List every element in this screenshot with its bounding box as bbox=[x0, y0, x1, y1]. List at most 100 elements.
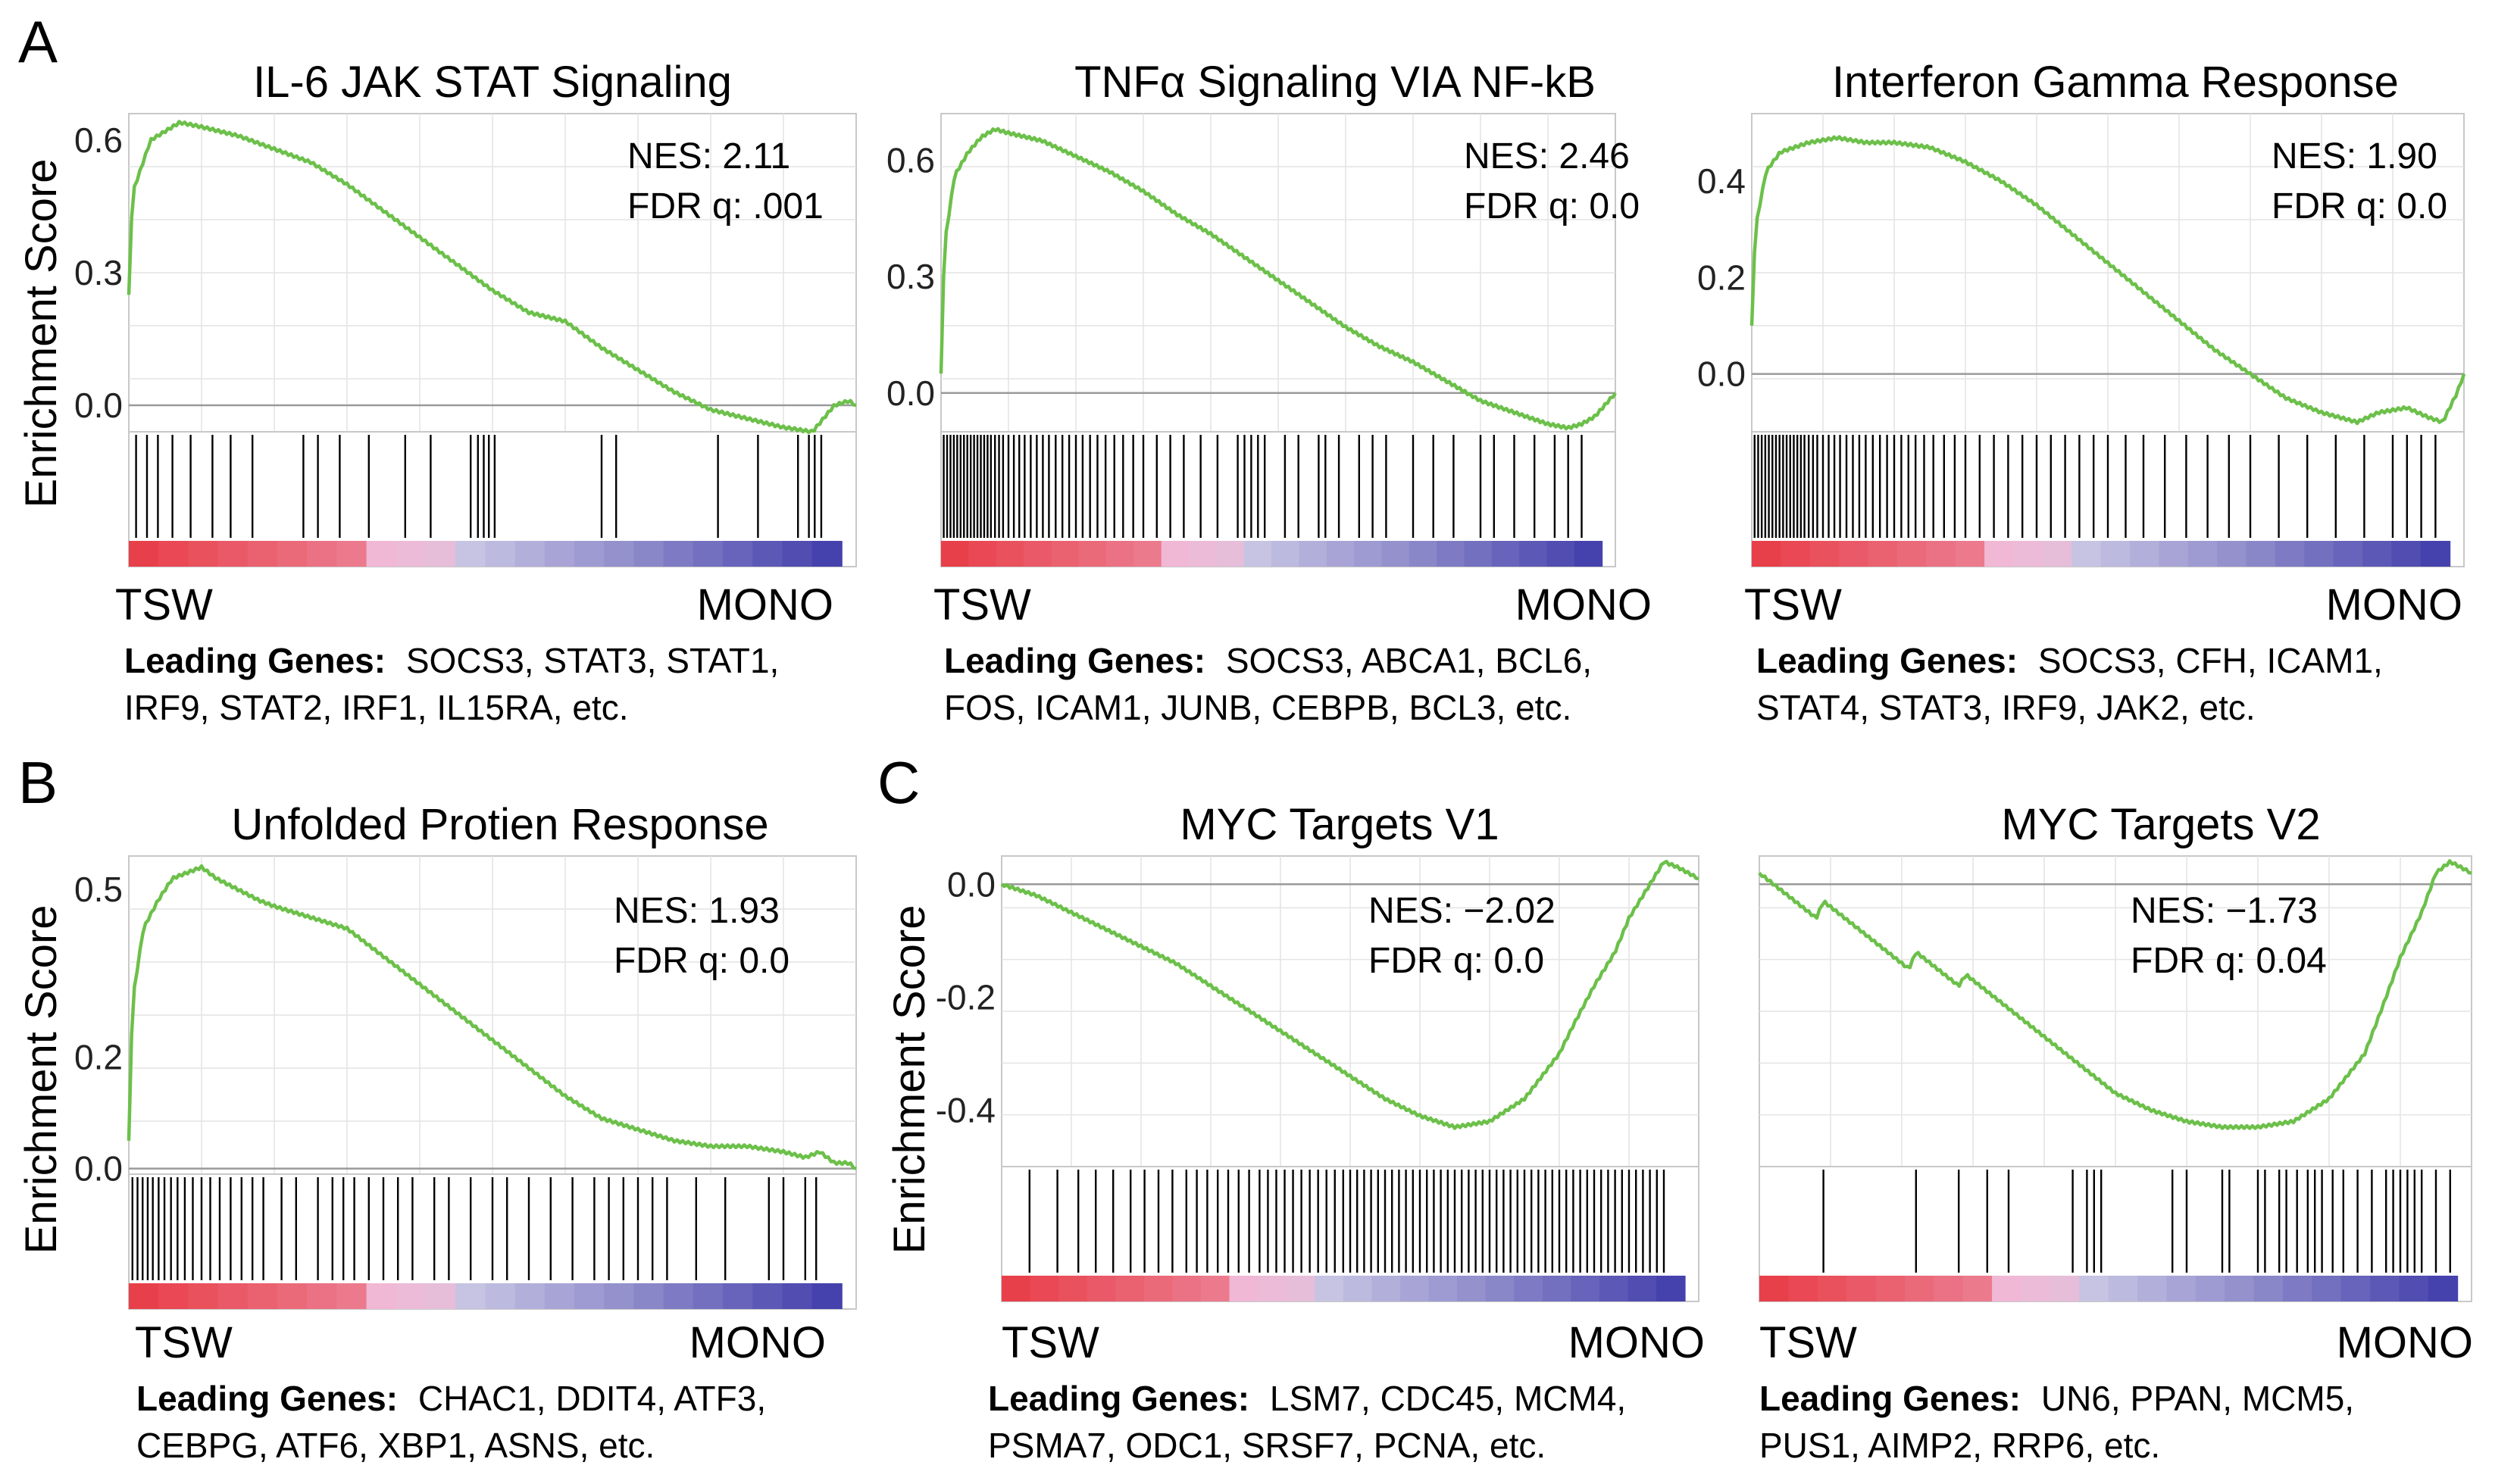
ytick-label: 0.6 bbox=[74, 120, 123, 160]
ranked-list-bar-segment bbox=[2021, 1276, 2051, 1301]
ranked-list-bar-segment bbox=[485, 541, 516, 567]
ranked-list-bar-segment bbox=[941, 541, 970, 567]
ranked-list-bar-segment bbox=[782, 541, 813, 567]
ranked-list-bar-segment bbox=[1656, 1276, 1686, 1301]
ranked-list-bar-segment bbox=[426, 541, 457, 567]
leading-genes-line-2: PSMA7, ODC1, SRSF7, PCNA, etc. bbox=[988, 1426, 1546, 1465]
leading-genes-line-2: IRF9, STAT2, IRF1, IL15RA, etc. bbox=[124, 688, 629, 727]
leading-genes-prefix: Leading Genes: bbox=[944, 641, 1205, 680]
ranked-list-bar-segment bbox=[2253, 1276, 2284, 1301]
ranked-list-bar-segment bbox=[2166, 1276, 2197, 1301]
ranked-list-bar-segment bbox=[2399, 1276, 2429, 1301]
tsw-label: TSW bbox=[1744, 580, 1842, 630]
ranked-list-bar-segment bbox=[633, 1283, 664, 1309]
ranked-list-bar-segment bbox=[1627, 1276, 1658, 1301]
ranked-list-bar-segment bbox=[2159, 541, 2189, 567]
ranked-list-bar-segment bbox=[336, 541, 367, 567]
leading-genes-line-2: PUS1, AIMP2, RRP6, etc. bbox=[1759, 1426, 2160, 1465]
ranked-list-bar-segment bbox=[307, 541, 338, 567]
ranked-list-bar-segment bbox=[811, 1283, 843, 1309]
ranked-list-bar-segment bbox=[1817, 1276, 1848, 1301]
ranked-list-bar-segment bbox=[1904, 1276, 1935, 1301]
ranked-list-bar-segment bbox=[1409, 541, 1438, 567]
ranked-list-bar-segment bbox=[1229, 1276, 1259, 1301]
leading-genes-text: SOCS3, STAT3, STAT1, bbox=[406, 641, 779, 680]
ytick-label: 0.2 bbox=[74, 1037, 123, 1076]
gsea-panel-interferon-gamma: Interferon Gamma Response 0.0 0.2 0.4 NES:… bbox=[1697, 58, 2466, 727]
ranked-list-bar-segment bbox=[1087, 1276, 1117, 1301]
ranked-list-bar-segment bbox=[752, 1283, 783, 1309]
ranked-list-bar-segment bbox=[1258, 1276, 1287, 1301]
enrichment-curve bbox=[1758, 859, 2472, 1130]
ranked-list-bar-segment bbox=[1934, 1276, 1964, 1301]
ranked-list-bar-segment bbox=[1514, 1276, 1543, 1301]
leading-genes-prefix: Leading Genes: bbox=[1756, 641, 2018, 680]
ranked-list-bar-segment bbox=[604, 1283, 635, 1309]
ranked-list-bar-segment bbox=[2340, 1276, 2372, 1301]
ranked-list-bar-segment bbox=[2333, 541, 2364, 567]
gsea-panel-myc-v1: MYC Targets V1 0.0 -0.2 -0.4 NES: −2.02 FD… bbox=[936, 800, 1705, 1465]
gsea-panel-unfolded-protein: Unfolded Protien Response 0.0 0.2 0.5 NES:… bbox=[74, 800, 857, 1465]
ytick-label: -0.2 bbox=[936, 977, 996, 1017]
ytick-label: 0.0 bbox=[886, 373, 935, 413]
ranked-list-bar-segment bbox=[307, 1283, 338, 1309]
ranked-list-bar-segment bbox=[188, 541, 219, 567]
ranked-list-bar-segment bbox=[158, 541, 189, 567]
ranked-list-bar-segment bbox=[277, 541, 308, 567]
ranked-list-bar-segment bbox=[1371, 1276, 1401, 1301]
leading-genes-line-1: Leading Genes: SOCS3, ABCA1, BCL6, bbox=[944, 641, 1592, 680]
ranked-list-bar-segment bbox=[1809, 541, 1840, 567]
ranked-list-bar-segment bbox=[1286, 1276, 1316, 1301]
ranked-list-bar-segment bbox=[1428, 1276, 1459, 1301]
ranked-list-bar-segment bbox=[455, 1283, 486, 1309]
ranked-list-bar-segment bbox=[247, 1283, 278, 1309]
ranked-list-bar-segment bbox=[1106, 541, 1135, 567]
ranked-list-bar-segment bbox=[2370, 1276, 2400, 1301]
ranked-list-bar-segment bbox=[544, 1283, 575, 1309]
ranked-list-bar-segment bbox=[1571, 1276, 1600, 1301]
ranked-list-bar-segment bbox=[1574, 541, 1603, 567]
ytick-label: 0.0 bbox=[74, 1149, 123, 1189]
ranked-list-bar-segment bbox=[574, 541, 605, 567]
fdr-label: FDR q: 0.0 bbox=[1368, 941, 1544, 981]
chart-title: Interferon Gamma Response bbox=[1832, 58, 2399, 107]
ranked-list-bar-segment bbox=[1984, 541, 2015, 567]
ranked-list-bar-segment bbox=[1326, 541, 1355, 567]
panel-letter-a: A bbox=[18, 8, 58, 75]
ranked-list-bar-segment bbox=[396, 1283, 427, 1309]
ranked-list-bar-segment bbox=[1519, 541, 1548, 567]
ranked-list-bar-segment bbox=[811, 541, 843, 567]
leading-genes-line-1: Leading Genes: UN6, PPAN, MCM5, bbox=[1759, 1379, 2354, 1418]
mono-label: MONO bbox=[689, 1318, 826, 1367]
ranked-list-bar-segment bbox=[574, 1283, 605, 1309]
ranked-list-bar-segment bbox=[2428, 1276, 2459, 1301]
tsw-label: TSW bbox=[933, 580, 1031, 630]
ranked-list-bar-segment bbox=[1399, 1276, 1430, 1301]
ranked-list-bar-segment bbox=[336, 1283, 367, 1309]
ranked-list-bar-segment bbox=[366, 1283, 397, 1309]
chart-title: MYC Targets V1 bbox=[1180, 800, 1499, 849]
ranked-list-bar-segment bbox=[723, 541, 754, 567]
ranked-list-bar-segment bbox=[2420, 541, 2451, 567]
ranked-list-bar-segment bbox=[455, 541, 486, 567]
ranked-list-bar-segment bbox=[996, 541, 1025, 567]
ranked-list-bar-segment bbox=[426, 1283, 457, 1309]
enrichment-curve bbox=[939, 127, 1617, 431]
ranked-list-bar-segment bbox=[663, 541, 694, 567]
chart-title: IL-6 JAK STAT Signaling bbox=[253, 58, 732, 107]
nes-label: NES: 1.90 bbox=[2272, 136, 2437, 177]
enrichment-curve bbox=[127, 864, 857, 1170]
leading-genes-prefix: Leading Genes: bbox=[136, 1379, 398, 1418]
leading-genes-text: SOCS3, ABCA1, BCL6, bbox=[1226, 641, 1592, 680]
ytick-label: 0.2 bbox=[1697, 258, 1746, 297]
enrichment-curve bbox=[1000, 859, 1699, 1130]
ylabel-row-a: Enrichment Score bbox=[17, 159, 66, 508]
ranked-list-bar-segment bbox=[366, 541, 397, 567]
ranked-list-bar-segment bbox=[2217, 541, 2247, 567]
ranked-list-bar-segment bbox=[968, 541, 997, 567]
ranked-list-bar-segment bbox=[2129, 541, 2160, 567]
leading-genes-line-1: Leading Genes: CHAC1, DDIT4, ATF3, bbox=[136, 1379, 766, 1418]
ranked-list-bar-segment bbox=[2225, 1276, 2255, 1301]
fdr-label: FDR q: 0.04 bbox=[2131, 941, 2327, 981]
ranked-list-bar-segment bbox=[1200, 1276, 1230, 1301]
